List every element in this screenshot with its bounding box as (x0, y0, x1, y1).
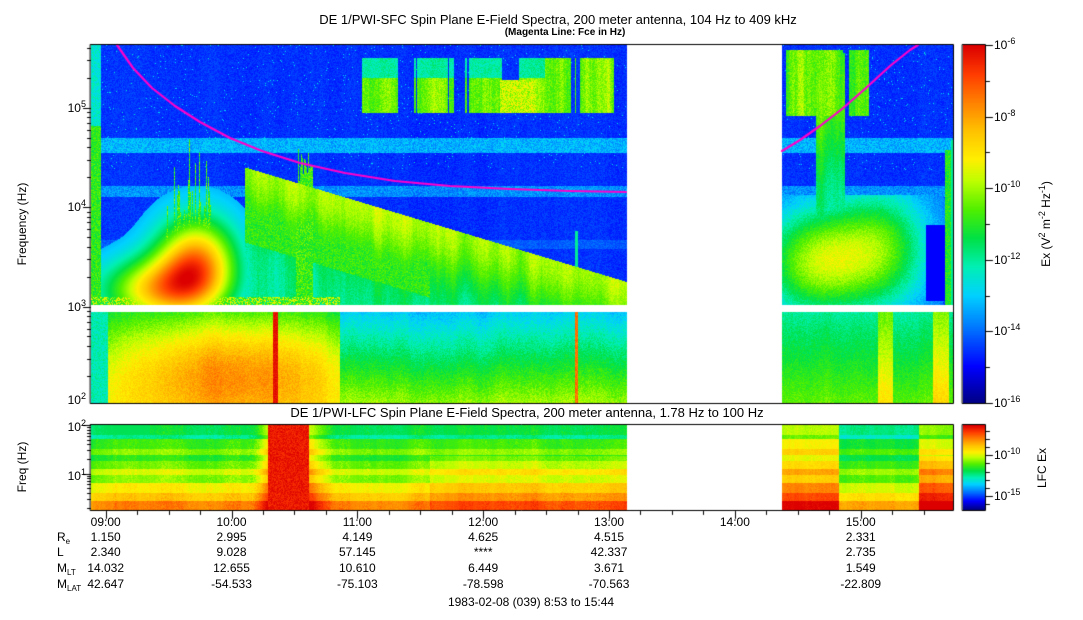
table-cell: 2.340 (90, 545, 121, 559)
time-tick-label: 14:00 (719, 515, 750, 529)
table-cell: 1.150 (90, 530, 121, 544)
sfc-title: DE 1/PWI-SFC Spin Plane E-Field Spectra,… (319, 12, 797, 27)
colorbar-tick-label: 10-14 (994, 322, 1021, 339)
table-row-label: Re (57, 530, 71, 546)
freq-tick-label: 105 (67, 98, 86, 115)
freq-tick-label: 102 (67, 391, 86, 407)
table-row-label: MLT (57, 561, 76, 577)
time-range-caption: 1983-02-08 (039) 8:53 to 15:44 (447, 595, 615, 609)
table-cell: -75.103 (337, 577, 378, 591)
sfc-y-axis-label: Frequency (Hz) (15, 182, 29, 266)
time-tick-label: 12:00 (468, 515, 499, 529)
colorbar-tick-label: 10-16 (994, 394, 1021, 410)
colorbar-tick-label: 10-8 (994, 107, 1016, 124)
lfc-colorbar-tick-label: 10-10 (994, 446, 1021, 463)
time-tick-label: 15:00 (845, 515, 876, 529)
table-cell: -22.809 (840, 577, 882, 591)
table-cell: 4.625 (468, 530, 499, 544)
table-cell: 3.671 (594, 561, 625, 575)
table-cell: 57.145 (339, 545, 376, 559)
time-tick-label: 11:00 (342, 515, 372, 529)
table-cell: -78.598 (462, 577, 504, 591)
table-cell: 2.995 (216, 530, 247, 544)
table-cell: 2.735 (845, 545, 876, 559)
table-cell: 42.337 (590, 545, 628, 559)
table-cell: 9.028 (216, 545, 247, 559)
sfc-colorbar-label: Ex (V2 m-2 Hz-1) (1037, 181, 1053, 267)
time-tick-label: 09:00 (90, 515, 121, 529)
table-cell: 1.549 (845, 561, 876, 575)
table-row-label: L (57, 545, 64, 559)
colorbar-tick-label: 10-12 (994, 250, 1021, 267)
table-cell: 42.647 (87, 577, 125, 591)
table-cell: 2.331 (845, 530, 876, 544)
time-tick-label: 10:00 (216, 515, 247, 529)
table-cell: 6.449 (468, 561, 499, 575)
sfc-subtitle: (Magenta Line: Fce in Hz) (504, 27, 626, 38)
lfc-colorbar-label: LFC Ex (1035, 447, 1049, 489)
time-tick-label: 13:00 (594, 515, 625, 529)
lfc-colorbar-tick-label: 10-15 (994, 486, 1021, 503)
table-cell: 10.610 (339, 561, 376, 575)
freq-tick-label: 104 (67, 198, 86, 215)
colorbar-tick-label: 10-10 (994, 179, 1021, 196)
colorbar-tick-label: 10-6 (994, 36, 1016, 52)
table-cell: 4.149 (342, 530, 373, 544)
table-cell: 4.515 (594, 530, 625, 544)
lfc-freq-tick-label: 102 (67, 418, 86, 434)
lfc-title: DE 1/PWI-LFC Spin Plane E-Field Spectra,… (290, 405, 764, 420)
table-cell: **** (473, 545, 493, 559)
lfc-y-axis-label: Freq (Hz) (15, 441, 29, 493)
table-cell: 12.655 (213, 561, 250, 575)
freq-tick-label: 103 (67, 297, 86, 314)
table-cell: -54.533 (211, 577, 252, 591)
table-cell: -70.563 (588, 577, 630, 591)
table-row-label: MLAT (57, 577, 82, 593)
table-cell: 14.032 (87, 561, 125, 575)
lfc-freq-tick-label: 101 (67, 466, 86, 483)
